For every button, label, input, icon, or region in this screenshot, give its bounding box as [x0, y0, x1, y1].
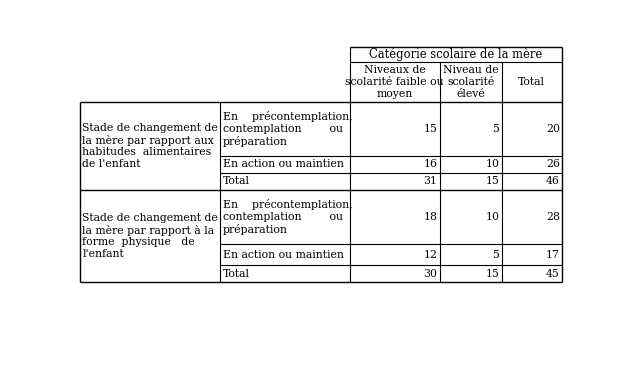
Text: En    précontemplation,
contemplation        ou
préparation: En précontemplation, contemplation ou pr…: [223, 199, 352, 235]
Text: 10: 10: [485, 212, 499, 222]
Text: 46: 46: [546, 176, 560, 186]
Text: 15: 15: [423, 124, 437, 134]
Text: 28: 28: [546, 212, 560, 222]
Text: 16: 16: [423, 159, 437, 170]
Text: Total: Total: [223, 269, 250, 279]
Text: 30: 30: [423, 269, 437, 279]
Text: 5: 5: [492, 250, 499, 259]
Text: 31: 31: [423, 176, 437, 186]
Text: 18: 18: [423, 212, 437, 222]
Text: Niveaux de
scolarité faible ou
moyen: Niveaux de scolarité faible ou moyen: [345, 65, 444, 99]
Text: En action ou maintien: En action ou maintien: [223, 159, 344, 170]
Text: En    précontemplation,
contemplation        ou
préparation: En précontemplation, contemplation ou pr…: [223, 111, 352, 147]
Text: Total: Total: [223, 176, 250, 186]
Text: 15: 15: [485, 269, 499, 279]
Text: 12: 12: [423, 250, 437, 259]
Text: Catégorie scolaire de la mère: Catégorie scolaire de la mère: [369, 48, 543, 61]
Text: Total: Total: [518, 77, 545, 87]
Text: 17: 17: [546, 250, 560, 259]
Text: Stade de changement de
la mère par rapport aux
habitudes  alimentaires
de l'enfa: Stade de changement de la mère par rappo…: [82, 123, 218, 169]
Text: 45: 45: [546, 269, 560, 279]
Text: 5: 5: [492, 124, 499, 134]
Text: 20: 20: [546, 124, 560, 134]
Text: 15: 15: [485, 176, 499, 186]
Text: 10: 10: [485, 159, 499, 170]
Text: Stade de changement de
la mère par rapport à la
forme  physique   de
l'enfant: Stade de changement de la mère par rappo…: [82, 213, 218, 259]
Text: En action ou maintien: En action ou maintien: [223, 250, 344, 259]
Text: Niveau de
scolarité
élevé: Niveau de scolarité élevé: [443, 65, 499, 99]
Text: 26: 26: [546, 159, 560, 170]
